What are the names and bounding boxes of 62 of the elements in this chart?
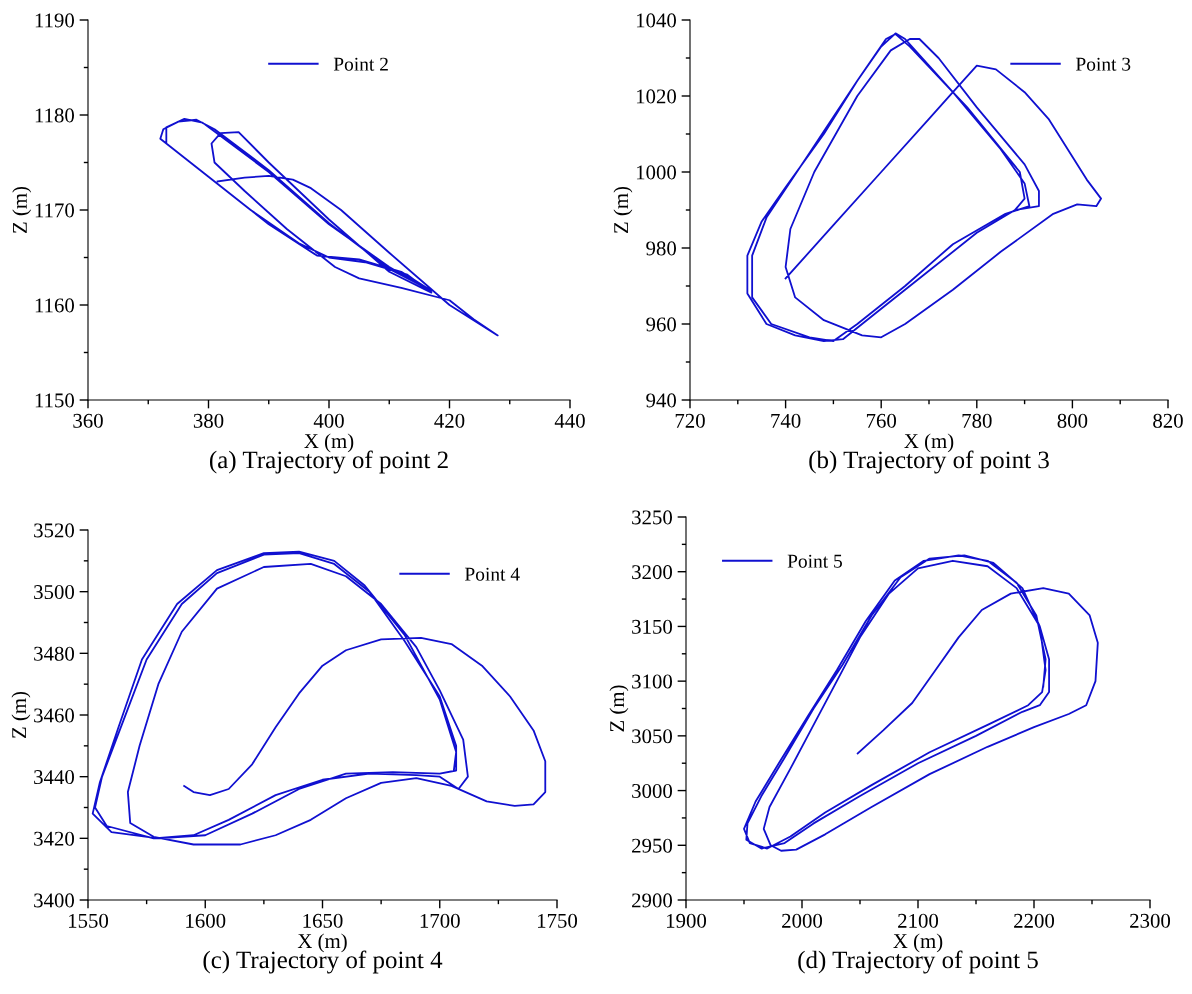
y-tick-label: 3520 bbox=[34, 523, 75, 538]
x-tick-label: 720 bbox=[675, 413, 705, 428]
y-tick-label: 1000 bbox=[636, 165, 677, 180]
y-tick-label: 3200 bbox=[632, 565, 673, 580]
x-tick-label: 1700 bbox=[420, 913, 460, 928]
y-tick-label: 1180 bbox=[35, 108, 75, 123]
line-series bbox=[743, 554, 1099, 852]
x-axis-title: X (m) bbox=[893, 933, 943, 953]
y-tick-label: 980 bbox=[646, 241, 677, 256]
legend-label: Point 4 bbox=[464, 567, 520, 581]
y-tick-label: 3250 bbox=[632, 510, 673, 525]
x-tick-label: 1600 bbox=[186, 913, 226, 928]
y-tick-label: 1160 bbox=[35, 298, 75, 313]
y-axis-title: Z (m) bbox=[12, 186, 32, 234]
x-tick-label: 380 bbox=[193, 413, 224, 428]
x-tick-label: 1650 bbox=[303, 913, 343, 928]
y-tick-label: 3440 bbox=[34, 770, 75, 785]
x-tick-label: 2100 bbox=[898, 913, 939, 928]
y-tick-label: 1170 bbox=[35, 203, 75, 218]
x-tick-label: 740 bbox=[771, 413, 801, 428]
line-series bbox=[91, 550, 547, 846]
x-axis-title: X (m) bbox=[304, 433, 354, 453]
x-tick-label: 760 bbox=[866, 413, 897, 428]
y-axis-title: Z (m) bbox=[613, 186, 633, 234]
x-tick-label: 360 bbox=[73, 413, 103, 428]
y-tick-label: 3150 bbox=[632, 619, 673, 634]
y-tick-label: 2900 bbox=[632, 893, 673, 908]
x-tick-label: 1900 bbox=[667, 913, 707, 928]
y-tick-label: 3000 bbox=[632, 783, 673, 798]
line-series bbox=[159, 117, 499, 337]
x-tick-label: 1750 bbox=[538, 913, 578, 928]
x-tick-label: 2000 bbox=[782, 913, 823, 928]
y-tick-label: 3460 bbox=[34, 708, 75, 723]
y-tick-label: 3500 bbox=[34, 585, 75, 600]
y-tick-label: 960 bbox=[646, 317, 677, 332]
x-tick-label: 400 bbox=[313, 413, 344, 428]
y-axis-title: Z (m) bbox=[609, 685, 629, 732]
y-tick-label: 1040 bbox=[636, 13, 677, 28]
x-tick-label: 800 bbox=[1057, 413, 1088, 428]
y-tick-label: 3400 bbox=[34, 893, 75, 908]
x-tick-label: 2200 bbox=[1014, 913, 1055, 928]
y-tick-label: 3050 bbox=[632, 729, 673, 744]
y-tick-label: 3480 bbox=[34, 646, 75, 661]
y-tick-label: 1150 bbox=[35, 393, 75, 408]
x-tick-label: 2300 bbox=[1130, 913, 1171, 928]
legend-label: Point 5 bbox=[787, 554, 842, 568]
y-tick-label: 1020 bbox=[636, 89, 677, 104]
legend-label: Point 2 bbox=[333, 57, 388, 71]
x-tick-label: 820 bbox=[1153, 413, 1183, 428]
x-tick-label: 440 bbox=[554, 413, 585, 428]
y-tick-label: 940 bbox=[646, 393, 677, 408]
x-axis-title: X (m) bbox=[904, 433, 954, 453]
y-tick-label: 3100 bbox=[632, 674, 673, 689]
legend-label: Point 3 bbox=[1075, 57, 1131, 71]
x-tick-label: 1550 bbox=[69, 913, 109, 928]
y-axis-title: Z (m) bbox=[11, 691, 31, 739]
x-tick-label: 420 bbox=[434, 413, 465, 428]
y-tick-label: 3420 bbox=[34, 831, 75, 846]
y-tick-label: 2950 bbox=[632, 838, 673, 853]
x-tick-label: 780 bbox=[962, 413, 992, 428]
y-tick-label: 1190 bbox=[35, 13, 75, 28]
x-axis-title: X (m) bbox=[297, 933, 347, 953]
